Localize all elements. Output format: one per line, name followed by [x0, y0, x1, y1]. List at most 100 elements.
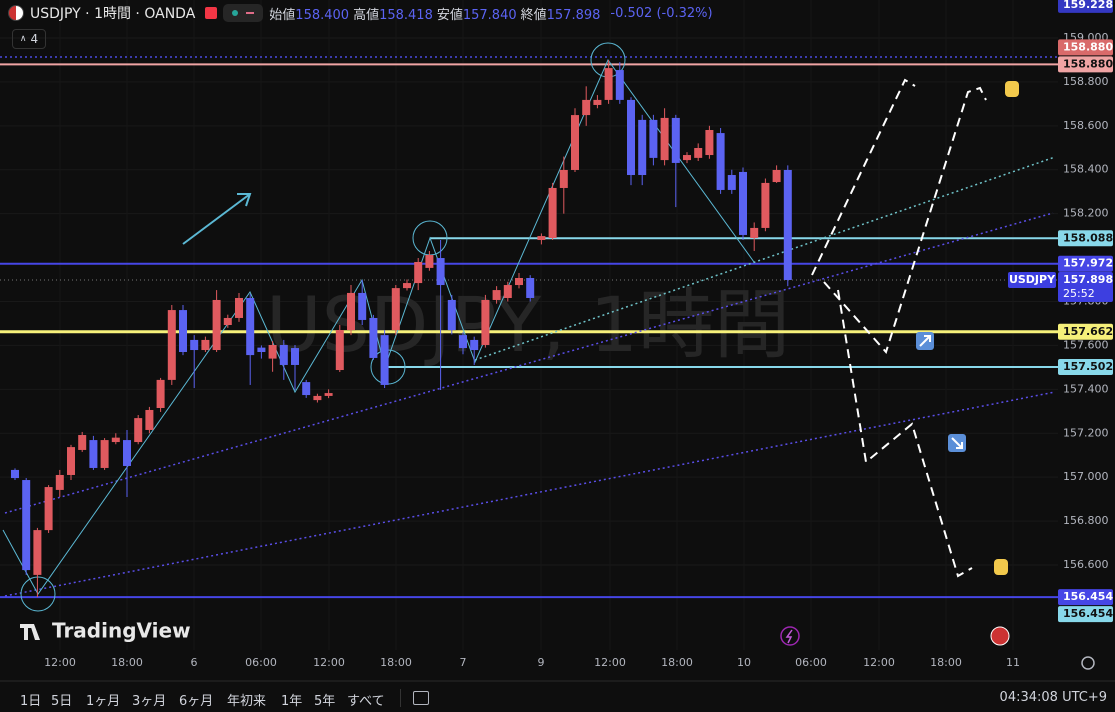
candle-body: [750, 227, 759, 239]
candle-body: [694, 148, 703, 158]
price-tag-label: 157.972: [1063, 257, 1113, 270]
indicator-toggle[interactable]: [223, 4, 264, 22]
candle-body: [683, 155, 691, 161]
y-tick-label: 158.400: [1063, 163, 1109, 176]
x-tick-label: 11: [1006, 656, 1020, 669]
price-tag-label: 159.228: [1063, 0, 1113, 11]
range-button[interactable]: 1年: [281, 694, 303, 709]
separator: [400, 689, 401, 707]
candle-body: [503, 285, 512, 298]
y-tick-label: 158.800: [1063, 75, 1109, 88]
range-button[interactable]: 1ヶ月: [86, 694, 121, 709]
scenario-path: [811, 78, 916, 276]
candle-body: [425, 254, 434, 268]
range-button[interactable]: 5年: [314, 694, 336, 709]
candle-body: [145, 409, 154, 430]
indicator-count[interactable]: ∧ 4: [12, 29, 46, 49]
toolbar: 1日 5日 1ヶ月 3ヶ月 6ヶ月 年初来 1年 5年 すべて 04:34:08 UTC+9: [0, 686, 1115, 710]
price-tag-label: 158.880: [1063, 57, 1113, 70]
candle-body: [515, 278, 523, 286]
ohlc-label: 始値: [269, 7, 296, 23]
price-tag: [1058, 323, 1113, 340]
candle-body: [11, 469, 19, 479]
x-tick-label: 18:00: [661, 656, 693, 669]
candle-body: [716, 133, 725, 190]
candle-body: [78, 435, 87, 450]
candle-body: [470, 339, 479, 351]
candle-body: [201, 339, 210, 351]
trend-line: [4, 212, 1054, 514]
indicator-count-text: 4: [30, 32, 39, 46]
candle-body: [739, 171, 747, 235]
candle-body: [414, 261, 423, 284]
countdown: 25:52: [1063, 287, 1095, 300]
price-tag: [1058, 0, 1113, 13]
x-tick-label: 18:00: [380, 656, 412, 669]
range-button[interactable]: すべて: [347, 694, 385, 709]
candle-body: [772, 169, 781, 183]
x-tick-label: 12:00: [313, 656, 345, 669]
range-button[interactable]: 3ヶ月: [132, 694, 167, 709]
x-tick-label: 18:00: [111, 656, 143, 669]
candle-body: [615, 70, 624, 100]
candle-body: [123, 440, 131, 466]
range-button[interactable]: 5日: [51, 694, 73, 709]
candle-body: [537, 236, 546, 241]
ohlc: 始値158.400 高値158.418 安値157.840 終値157.898: [269, 4, 604, 23]
y-tick-label: 156.600: [1063, 558, 1109, 571]
candle-body: [671, 117, 680, 163]
ohlc-label: 高値: [353, 7, 380, 23]
x-tick-label: 12:00: [44, 656, 76, 669]
symbol-tag: [1008, 271, 1056, 288]
candle-body: [223, 317, 232, 325]
candle-body: [313, 395, 322, 401]
candle-body: [492, 290, 501, 300]
candle-body: [347, 292, 355, 331]
candle-body: [55, 474, 64, 490]
y-tick-label: 157.600: [1063, 338, 1109, 351]
candle-body: [302, 382, 311, 396]
market-status: [205, 7, 218, 19]
candle-body: [134, 418, 143, 443]
candle-body: [212, 299, 221, 351]
x-tick-label: 10: [737, 656, 751, 669]
candle-body: [548, 187, 557, 239]
ohlc-value: 158.400: [295, 7, 350, 23]
range-button[interactable]: 年初来: [227, 694, 267, 709]
candle-body: [481, 299, 490, 345]
clock: 04:34:08 UTC+9: [999, 690, 1107, 705]
change: -0.502 (-0.32%): [610, 5, 713, 21]
candle-body: [167, 310, 176, 380]
grid: [0, 37, 1058, 566]
pivot-circle: [20, 576, 56, 612]
price-tag: [1058, 230, 1113, 247]
candle-body: [783, 169, 792, 280]
country-flag: [990, 626, 1010, 646]
event-icon: [780, 626, 800, 646]
thumbs-up: [1005, 81, 1019, 97]
settings-icon[interactable]: [1081, 656, 1095, 670]
candle-body: [727, 175, 736, 190]
candle-body: [604, 68, 613, 100]
icons: [20, 81, 1095, 670]
price-tag-label: 157.502: [1063, 360, 1113, 373]
range-button[interactable]: 1日: [20, 694, 42, 709]
candle-body: [649, 119, 658, 158]
symbol[interactable]: USDJPY · 1時間 · OANDA: [30, 6, 196, 22]
symbol-flag: [8, 5, 24, 21]
x-tick-label: 18:00: [930, 656, 962, 669]
candle-body: [358, 292, 367, 320]
price-tag-label: 158.880: [1063, 40, 1113, 53]
x-tick-label: 7: [460, 656, 467, 669]
ohlc-value: 157.840: [462, 7, 517, 23]
range-button[interactable]: 6ヶ月: [179, 694, 214, 709]
price-tag-label: 157.662: [1063, 325, 1113, 338]
header: USDJPY · 1時間 · OANDA 始値158.400 高値158.418 安…: [8, 3, 717, 23]
symbol-tag-label: USDJPY: [1009, 273, 1056, 286]
candle-body: [33, 530, 42, 575]
candle-body: [660, 117, 669, 161]
price-tag-label: 157.898: [1063, 273, 1113, 286]
candle-body: [436, 258, 445, 286]
date-range-icon[interactable]: [413, 691, 429, 705]
candle-body: [403, 283, 411, 289]
